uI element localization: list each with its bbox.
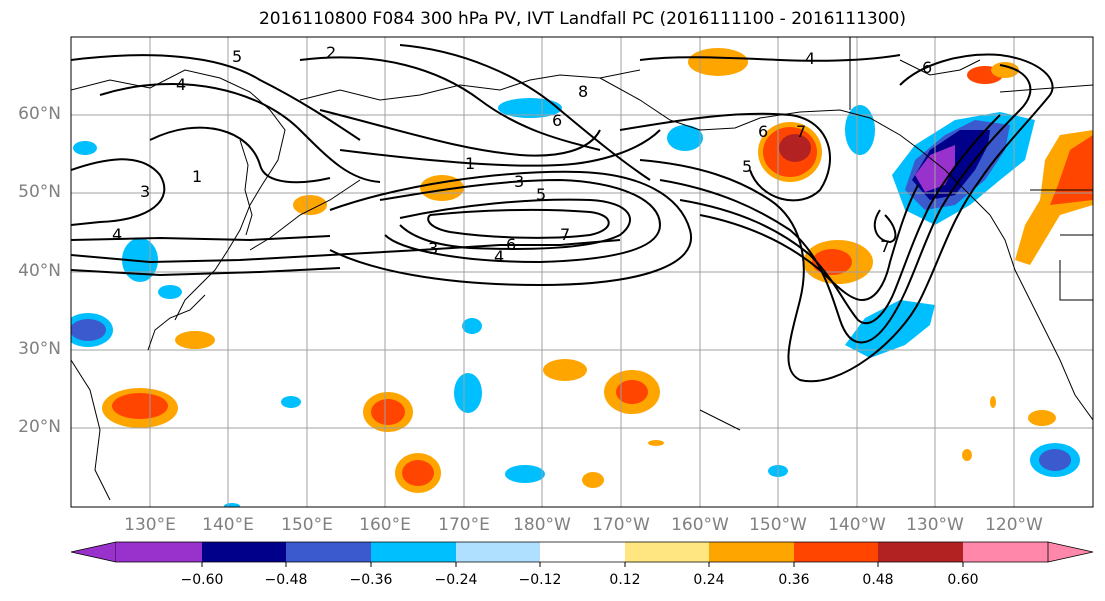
lon-label: 170°E — [438, 515, 490, 535]
lon-label: 150°E — [281, 515, 333, 535]
contour-label: 4 — [494, 247, 504, 266]
lon-label: 150°W — [749, 515, 807, 535]
lon-label: 130°E — [124, 515, 176, 535]
contour-label: 2 — [326, 43, 336, 62]
colorbar-bin — [540, 542, 625, 562]
contour-label: 4 — [805, 49, 815, 68]
colorbar-tick-label: −0.12 — [518, 572, 562, 588]
map-frame — [70, 36, 1094, 508]
lat-label-30n: 30°N — [18, 339, 61, 359]
contour-label: 1 — [465, 154, 475, 173]
colorbar-bin — [878, 542, 963, 562]
colorbar-bin — [202, 542, 286, 562]
contour-label: 5 — [536, 185, 546, 204]
colorbar-tick-label: −0.24 — [434, 572, 478, 588]
contour-label: 8 — [578, 82, 588, 101]
contour-labels: 5 2 4 1 3 4 8 6 1 3 5 3 6 4 7 7 5 6 4 6 … — [112, 43, 932, 266]
colorbar-tick-label: 0.12 — [609, 572, 641, 588]
colorbar-tick-label: 0.36 — [778, 572, 810, 588]
contour-label: 6 — [922, 58, 932, 77]
colorbar-bin — [286, 542, 371, 562]
lon-label: 160°E — [359, 515, 411, 535]
contour-label: 5 — [742, 157, 752, 176]
lon-label: 170°W — [592, 515, 650, 535]
lat-label-50n: 50°N — [18, 182, 61, 202]
lon-label: 120°W — [985, 515, 1043, 535]
contour-label: 1 — [192, 167, 202, 186]
contour-label: 6 — [758, 122, 768, 141]
colorbar-high-extend — [1047, 541, 1094, 563]
pc-shading — [71, 48, 1093, 507]
colorbar-bin — [709, 542, 794, 562]
map-title: 2016110800 F084 300 hPa PV, IVT Landfall… — [258, 9, 906, 29]
colorbar-tick-label: −0.48 — [264, 572, 308, 588]
contour-label: 6 — [552, 111, 562, 130]
colorbar-low-extend — [70, 541, 117, 563]
contour-label: 5 — [232, 47, 242, 66]
contour-label: 7 — [796, 122, 806, 141]
colorbar-tick-label: −0.60 — [180, 572, 224, 588]
contour-label: 4 — [112, 225, 122, 244]
contour-label: 3 — [514, 172, 524, 191]
colorbar-bin — [625, 542, 709, 562]
colorbar-bin — [963, 542, 1048, 562]
lon-label: 140°E — [202, 515, 254, 535]
colorbar-bin — [371, 542, 456, 562]
lon-label: 130°W — [906, 515, 964, 535]
colorbar-bin — [456, 542, 540, 562]
colorbar-tick-label: 0.24 — [693, 572, 725, 588]
lon-label: 160°W — [671, 515, 729, 535]
lon-label: 140°W — [828, 515, 886, 535]
colorbar-bin — [116, 542, 202, 562]
coastlines — [71, 37, 1093, 501]
colorbar-tick-label: 0.48 — [862, 572, 894, 588]
lat-label-40n: 40°N — [18, 261, 61, 281]
contour-label: 4 — [176, 75, 186, 94]
grid-lines — [71, 37, 1093, 507]
colorbar-tick-label: −0.36 — [349, 572, 393, 588]
contour-label: 3 — [140, 182, 150, 201]
contour-label: 7 — [560, 225, 570, 244]
lat-label-60n: 60°N — [18, 104, 61, 124]
pv-contours — [71, 44, 1054, 383]
lat-label-20n: 20°N — [18, 417, 61, 437]
lon-label: 180°W — [513, 515, 571, 535]
colorbar-tick-label: 0.60 — [947, 572, 979, 588]
colorbar-bin — [794, 542, 878, 562]
colorbar — [70, 541, 1094, 567]
contour-label: 6 — [506, 235, 516, 254]
contour-label: 3 — [428, 239, 438, 258]
contour-label: 7 — [880, 237, 890, 256]
